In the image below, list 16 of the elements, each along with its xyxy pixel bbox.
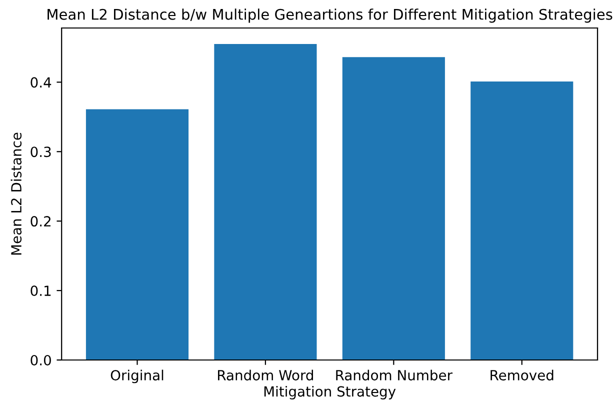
bar	[342, 57, 445, 360]
x-tick-label: Original	[110, 370, 164, 384]
y-tick-label: 0.2	[30, 216, 50, 227]
x-tick-label: Random Number	[336, 370, 453, 380]
bar	[214, 44, 317, 360]
x-axis-title: Mitigation Strategy	[264, 386, 396, 400]
y-tick-label: 0.0	[30, 354, 51, 366]
bar	[470, 81, 574, 360]
x-tick-label: Removed	[490, 370, 554, 380]
y-tick-label: 0.3	[30, 146, 51, 158]
chart-title: Mean L2 Distance b/w Multiple Geneartions for Different Mitigation Strategies	[48, 8, 612, 23]
y-tick-label: 0.1	[30, 286, 51, 296]
y-tick-label: 0.4	[30, 77, 52, 88]
bar	[86, 109, 189, 360]
y-axis-title: Mean L2 Distance	[10, 132, 22, 255]
x-tick-label: Random Word	[218, 370, 313, 380]
